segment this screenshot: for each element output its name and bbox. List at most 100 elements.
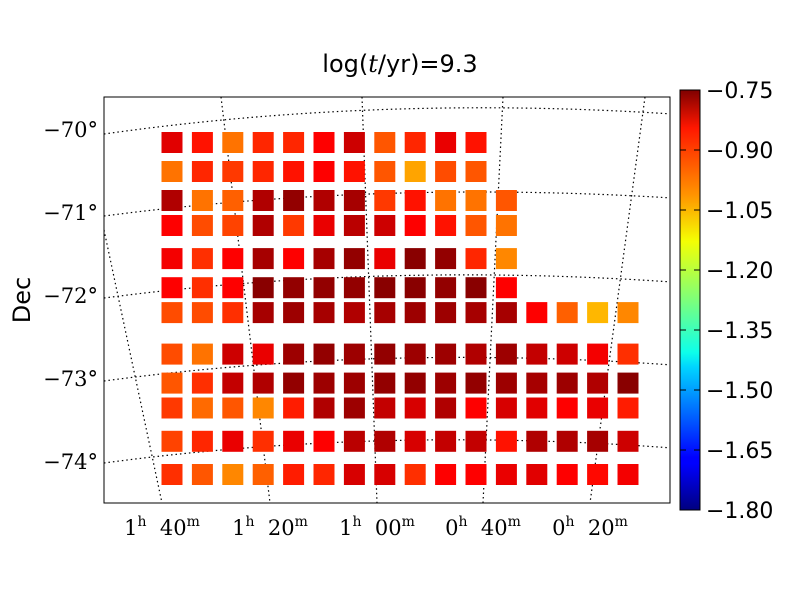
heat-cell [191,372,213,394]
heat-cell [465,302,487,324]
heat-cell [465,343,487,365]
heat-cell [435,215,457,236]
heat-cell [343,248,365,270]
heat-cell [617,464,639,485]
heat-cell [283,132,305,153]
heat-cell [556,430,578,452]
heat-cell [374,430,396,452]
heat-cell [343,397,365,419]
dec-grid-line [104,356,670,382]
heat-cell [465,132,487,153]
heat-cell [556,302,578,324]
x-tick-label: 1h 40m [124,514,200,540]
heat-cell [191,464,213,485]
heat-cell [343,277,365,299]
heat-cell [495,248,517,270]
heat-cell [283,248,305,270]
chart-title: log(t/yr)=9.3 [322,50,477,78]
heat-cell [161,464,183,485]
heat-cell [374,397,396,419]
heat-cell [404,343,426,365]
heat-cell [404,248,426,270]
heat-cell [374,343,396,365]
heat-cell [404,464,426,485]
heat-cell [191,248,213,270]
heat-cell [161,132,183,153]
heat-cell [252,372,274,394]
heat-cell [191,343,213,365]
heat-cell [495,302,517,324]
colorbar-tick-label: −0.90 [706,139,773,164]
heat-cell [161,215,183,236]
colorbar [679,89,701,511]
heat-cell [495,372,517,394]
heat-cell [465,161,487,182]
heat-cell [222,215,244,236]
heat-cell [465,215,487,236]
heat-cell [465,248,487,270]
heat-cell [313,464,335,485]
heat-cell [252,430,274,452]
heat-cell [283,215,305,236]
heat-cell [343,215,365,236]
heat-cell [313,343,335,365]
heat-cell [222,277,244,299]
heat-cell [313,302,335,324]
heat-cell [526,343,548,365]
colorbar-tick-label: −0.75 [706,79,773,104]
heat-cell [343,132,365,153]
y-axis-label: Dec [8,277,36,323]
heat-cell [222,248,244,270]
heat-cell [587,372,609,394]
heat-cell [526,372,548,394]
heat-cell [435,190,457,211]
heat-cell [495,190,517,211]
heat-cell [587,343,609,365]
heat-cell [435,277,457,299]
heat-cell [617,302,639,324]
heat-cell [374,248,396,270]
heat-cell [161,277,183,299]
heat-cell [283,397,305,419]
heat-cell [191,430,213,452]
heat-cell [252,161,274,182]
heat-cell [374,302,396,324]
heat-cell [222,302,244,324]
heat-cell [161,302,183,324]
heat-cell [191,161,213,182]
heat-cell [404,161,426,182]
cell-layer [161,132,639,485]
heat-cell [404,132,426,153]
colorbar-tick-label: −1.05 [706,199,773,224]
heat-cell [435,343,457,365]
heat-cell [283,302,305,324]
heat-cell [283,190,305,211]
heat-cell [556,464,578,485]
heat-cell [587,397,609,419]
heat-cell [283,277,305,299]
heat-cell [343,190,365,211]
heat-cell [495,215,517,236]
heat-cell [495,464,517,485]
heat-cell [526,302,548,324]
colorbar-tick-label: −1.20 [706,259,773,284]
heat-cell [526,397,548,419]
heat-cell [526,464,548,485]
heat-cell [313,372,335,394]
heat-cell [465,277,487,299]
heat-cell [222,372,244,394]
ra-grid-line [589,97,646,503]
heat-cell [313,430,335,452]
heat-cell [191,215,213,236]
heat-cell [343,372,365,394]
heat-cell [252,302,274,324]
heat-cell [435,430,457,452]
colorbar-tick-label: −1.65 [706,439,773,464]
y-tick-label: −74° [43,450,98,474]
y-tick-labels: −70° −71° −72° −73° −74° [43,118,98,474]
heat-cell [495,343,517,365]
heat-cell [374,190,396,211]
colorbar-tick-label: −1.35 [706,319,773,344]
